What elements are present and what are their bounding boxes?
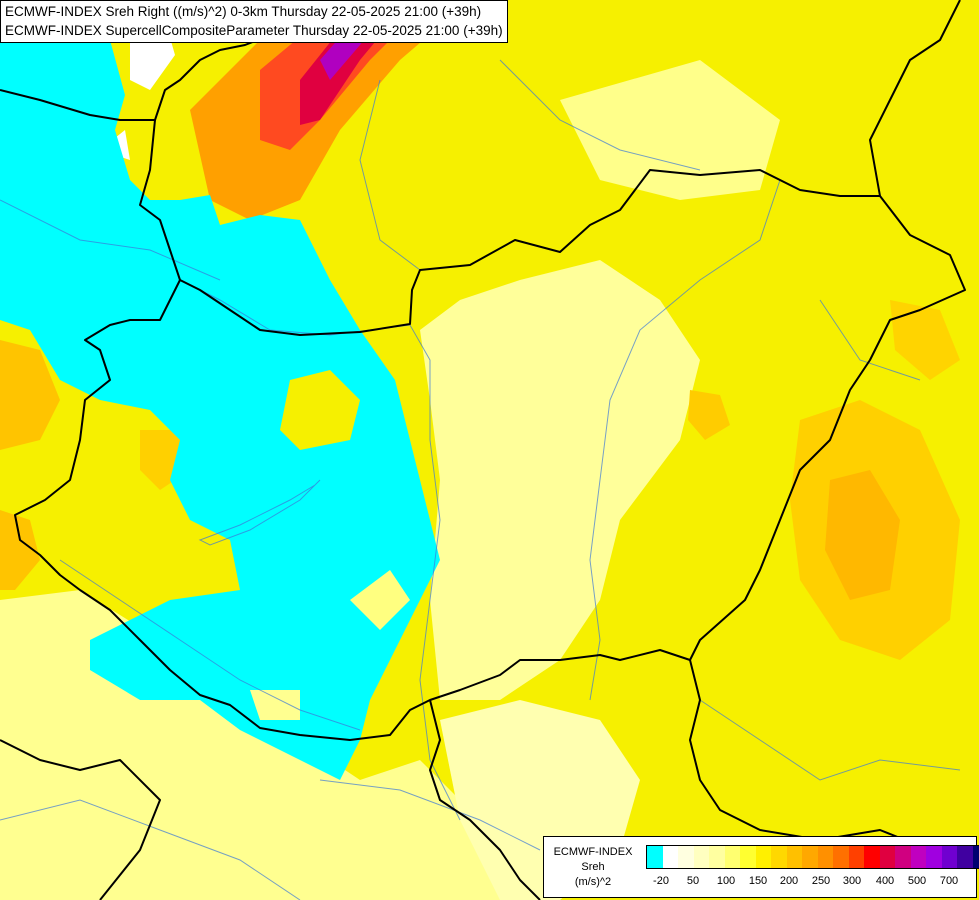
border-croatia-slovenia	[0, 739, 161, 900]
field-yellow-hole3	[250, 690, 300, 720]
legend-tick-label: 300	[842, 875, 862, 887]
color-legend: ECMWF-INDEX Sreh (m/s)^2 -20 50 100 150 200 2…	[543, 836, 979, 898]
river-east1	[819, 299, 921, 381]
border-ukraine	[869, 0, 961, 197]
legend-swatch	[941, 846, 957, 868]
legend-tick-label: 500	[907, 875, 927, 887]
river-tisza	[589, 179, 781, 701]
legend-variable: Sreh	[581, 861, 605, 873]
legend-swatch	[647, 846, 663, 868]
legend-tick-label: 50	[686, 875, 700, 887]
river-sw1	[0, 799, 301, 900]
river-sava	[319, 779, 541, 851]
legend-tick-label: 150	[748, 875, 768, 887]
legend-source: ECMWF-INDEX	[553, 846, 633, 858]
legend-swatch	[926, 846, 942, 868]
legend-swatch	[957, 846, 973, 868]
field-pale-north	[560, 60, 780, 200]
river-danube	[179, 279, 461, 821]
legend-swatch	[864, 846, 880, 868]
rivers	[0, 59, 961, 900]
field-orange-mid	[688, 390, 730, 440]
field-orange-east-core	[825, 470, 900, 600]
river-se1	[699, 699, 961, 781]
field-yellow-hole2	[350, 570, 410, 630]
legend-swatch	[802, 846, 818, 868]
legend-swatch	[740, 846, 756, 868]
legend-unit: (m/s)^2	[574, 876, 612, 888]
legend-tick-label: 400	[875, 875, 895, 887]
river-drava	[59, 559, 361, 731]
river-north2	[499, 59, 701, 171]
legend-swatch	[817, 846, 833, 868]
legend-swatch	[910, 846, 926, 868]
legend-tick-label: 250	[811, 875, 831, 887]
river-north1	[359, 79, 421, 271]
field-orange-ne	[890, 300, 960, 380]
map-title-line1: ECMWF-INDEX Sreh Right ((m/s)^2) 0-3km T…	[5, 4, 482, 19]
border-hungary	[14, 169, 966, 741]
legend-swatch	[786, 846, 802, 868]
legend-tick-label: 100	[716, 875, 736, 887]
field-orange-north	[190, 0, 470, 220]
legend-tick-label: 700	[939, 875, 959, 887]
field-pale-center	[420, 260, 700, 700]
legend-labels: ECMWF-INDEX Sreh (m/s)^2	[544, 845, 642, 890]
field-yellow-hole1	[280, 370, 360, 450]
legend-ticks: -20 50 100 150 200 250 300 400 500 700	[646, 875, 971, 889]
map-title-box: ECMWF-INDEX Sreh Right ((m/s)^2) 0-3km T…	[0, 0, 508, 43]
legend-swatch	[848, 846, 864, 868]
border-austria-north	[139, 119, 181, 281]
legend-swatch	[972, 846, 979, 868]
legend-swatch	[895, 846, 911, 868]
legend-swatch	[879, 846, 895, 868]
lake-balaton	[198, 479, 321, 546]
legend-tick-label: 200	[779, 875, 799, 887]
border-serbia-croatia	[429, 699, 541, 900]
field-cyan-region	[0, 0, 440, 780]
legend-swatch	[771, 846, 787, 868]
map-title-line2: ECMWF-INDEX SupercellCompositeParameter …	[5, 23, 503, 38]
river-west1	[0, 199, 221, 281]
legend-swatch	[709, 846, 725, 868]
legend-tick-label: -20	[653, 875, 669, 887]
legend-color-bar	[646, 845, 979, 869]
field-orange-west	[0, 340, 60, 450]
legend-swatch	[678, 846, 694, 868]
legend-swatch	[662, 846, 678, 868]
field-orange-west2	[0, 510, 40, 590]
legend-swatch	[755, 846, 771, 868]
legend-swatch	[833, 846, 849, 868]
legend-swatch	[724, 846, 740, 868]
legend-swatch	[693, 846, 709, 868]
